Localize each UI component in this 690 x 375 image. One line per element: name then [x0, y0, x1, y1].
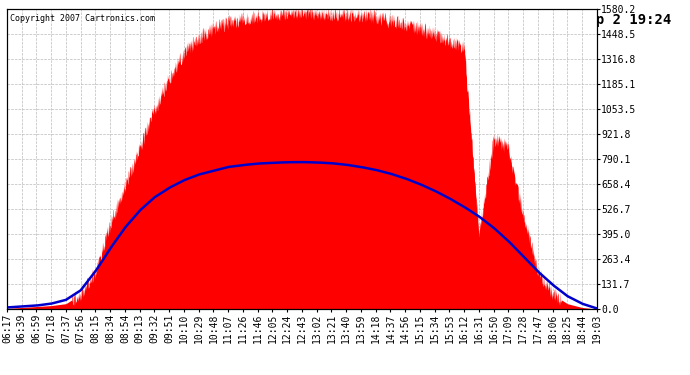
Text: East Array Power (red) (watts) & Solar Radiation (blue) (W/m2) Sun Sep 2 19:24: East Array Power (red) (watts) & Solar R…	[19, 12, 671, 27]
Text: Copyright 2007 Cartronics.com: Copyright 2007 Cartronics.com	[10, 14, 155, 23]
